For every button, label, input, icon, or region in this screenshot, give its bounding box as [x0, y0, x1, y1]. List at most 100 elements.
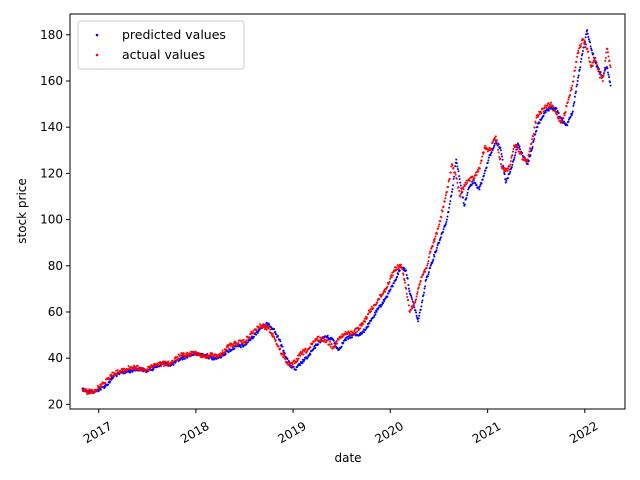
data-point	[452, 166, 455, 169]
data-point	[275, 343, 278, 346]
data-point	[455, 177, 458, 180]
data-point	[569, 89, 572, 92]
data-point	[518, 145, 521, 148]
data-point	[585, 33, 588, 36]
data-point	[237, 342, 240, 345]
data-point	[537, 114, 540, 117]
data-point	[451, 188, 454, 191]
data-point	[558, 117, 561, 120]
data-point	[606, 71, 609, 74]
data-point	[606, 51, 609, 54]
data-point	[575, 85, 578, 88]
data-point	[462, 186, 465, 189]
data-point	[264, 327, 267, 330]
data-point	[440, 216, 443, 219]
data-point	[501, 165, 504, 168]
data-point	[85, 388, 88, 391]
data-point	[354, 331, 357, 334]
data-point	[528, 150, 531, 153]
data-point	[136, 364, 139, 367]
data-point	[299, 350, 302, 353]
data-point	[220, 354, 223, 357]
data-point	[438, 241, 441, 244]
data-point	[427, 256, 430, 259]
data-point	[392, 282, 395, 285]
data-point	[570, 88, 573, 91]
data-point	[407, 299, 410, 302]
data-point	[587, 56, 590, 59]
data-point	[333, 346, 336, 349]
data-point	[361, 332, 364, 335]
data-point	[160, 364, 163, 367]
data-point	[592, 59, 595, 62]
data-point	[391, 285, 394, 288]
data-point	[603, 66, 606, 69]
data-point	[494, 135, 497, 138]
data-point	[419, 308, 422, 311]
data-point	[406, 277, 409, 280]
data-point	[530, 142, 533, 145]
data-point	[577, 51, 580, 54]
data-point	[533, 138, 536, 141]
data-point	[602, 75, 605, 78]
data-point	[468, 179, 471, 182]
data-point	[514, 146, 517, 149]
data-point	[424, 270, 427, 273]
data-point	[255, 333, 258, 336]
data-point	[399, 263, 402, 266]
data-point	[529, 154, 532, 157]
data-point	[116, 373, 119, 376]
data-point	[398, 269, 401, 272]
data-point	[433, 240, 436, 243]
legend-label-actual: actual values	[122, 47, 205, 62]
data-point	[482, 152, 485, 155]
data-point	[376, 301, 379, 304]
data-point	[482, 174, 485, 177]
y-tick-label: 180	[40, 28, 63, 42]
data-point	[419, 279, 422, 282]
data-point	[363, 331, 366, 334]
data-point	[420, 301, 423, 304]
data-point	[577, 76, 580, 79]
data-point	[103, 387, 106, 390]
data-point	[470, 184, 473, 187]
data-point	[418, 311, 421, 314]
data-point	[216, 356, 219, 359]
data-point	[171, 362, 174, 365]
data-point	[452, 184, 455, 187]
data-point	[609, 81, 612, 84]
data-point	[415, 295, 418, 298]
data-point	[300, 352, 303, 355]
data-point	[511, 163, 514, 166]
data-point	[458, 175, 461, 178]
data-point	[246, 341, 249, 344]
data-point	[459, 195, 462, 198]
data-point	[595, 60, 598, 63]
data-point	[341, 335, 344, 338]
data-point	[265, 322, 268, 325]
data-point	[459, 184, 462, 187]
data-point	[167, 360, 170, 363]
data-point	[407, 287, 410, 290]
data-point	[581, 49, 584, 52]
data-point	[607, 73, 610, 76]
data-point	[245, 339, 248, 342]
data-point	[584, 36, 587, 39]
data-point	[551, 104, 554, 107]
data-point	[573, 69, 576, 72]
data-point	[471, 175, 474, 178]
data-point	[478, 167, 481, 170]
data-point	[347, 338, 350, 341]
x-axis-label: date	[334, 451, 361, 465]
data-point	[388, 280, 391, 283]
data-point	[176, 356, 179, 359]
data-point	[314, 347, 317, 350]
data-point	[393, 270, 396, 273]
data-point	[573, 101, 576, 104]
data-point	[564, 110, 567, 113]
data-point	[477, 170, 480, 173]
data-point	[262, 323, 265, 326]
data-point	[397, 267, 400, 270]
data-point	[259, 323, 262, 326]
data-point	[549, 103, 552, 106]
